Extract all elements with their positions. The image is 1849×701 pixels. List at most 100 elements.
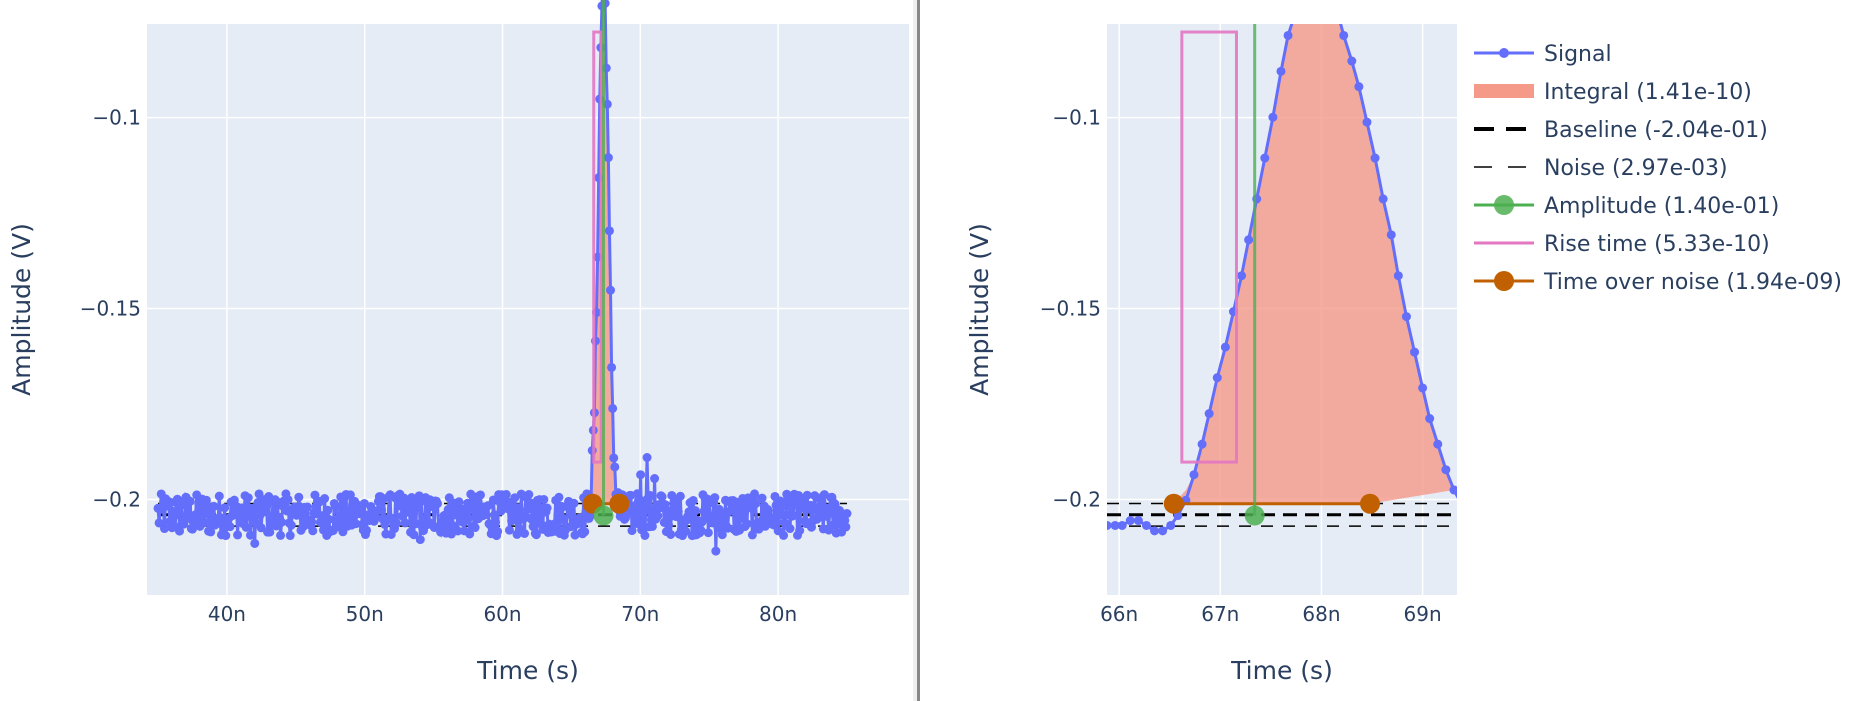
signal-point — [285, 531, 295, 541]
y-axis-title: Amplitude (V) — [965, 223, 994, 396]
risetime-box — [1180, 30, 1238, 464]
signal-point — [432, 499, 442, 509]
time-over-noise-marker — [609, 493, 630, 514]
signal-point — [664, 520, 674, 530]
legend-marker-signal — [1499, 48, 1509, 58]
signal-point — [1220, 342, 1230, 352]
signal-point — [666, 529, 676, 539]
legend-item-integral: Integral (1.41e-10) — [1474, 80, 1752, 105]
legend-label-amplitude: Amplitude (1.40e-01) — [1544, 194, 1779, 219]
signal-point — [750, 489, 760, 499]
x-tick-label: 67n — [1201, 602, 1239, 626]
signal-point — [1237, 271, 1247, 281]
legend-item-amplitude: Amplitude (1.40e-01) — [1474, 194, 1779, 219]
signal-point — [1362, 117, 1372, 127]
signal-point — [1117, 520, 1127, 530]
signal-point — [501, 490, 511, 500]
signal-point — [177, 500, 187, 510]
signal-point — [254, 489, 264, 499]
legend-marker-amplitude — [1494, 195, 1514, 215]
signal-point — [603, 153, 613, 163]
amplitude-base-marker — [1244, 505, 1265, 526]
amplitude-base-marker — [593, 505, 614, 526]
signal-point — [681, 526, 691, 536]
signal-point — [481, 510, 491, 520]
y-tick-label: −0.15 — [80, 297, 141, 321]
signal-point — [409, 530, 419, 540]
signal-point — [841, 522, 851, 532]
x-tick-label: 80n — [759, 602, 797, 626]
legend-item-ton: Time over noise (1.94e-09) — [1474, 270, 1842, 295]
legend-item-noise: Noise (2.97e-03) — [1474, 156, 1728, 181]
signal-point — [225, 522, 235, 532]
signal-point — [168, 506, 178, 516]
signal-point — [788, 511, 798, 521]
signal-point — [1268, 112, 1278, 122]
signal-point — [1418, 383, 1428, 393]
signal-point — [221, 531, 231, 541]
time-over-noise-marker — [1163, 493, 1184, 514]
signal-point — [243, 493, 253, 503]
signal-point — [199, 518, 209, 528]
signal-point — [504, 525, 514, 535]
signal-point — [362, 525, 372, 535]
signal-point — [711, 546, 721, 556]
x-tick-label: 50n — [346, 602, 384, 626]
signal-point — [175, 526, 185, 536]
signal-point — [233, 530, 243, 540]
legend-label-integral: Integral (1.41e-10) — [1544, 80, 1752, 105]
signal-point — [400, 518, 410, 528]
signal-point — [1158, 526, 1168, 536]
signal-point — [717, 530, 727, 540]
signal-point — [1133, 516, 1143, 526]
signal-point — [569, 498, 579, 508]
signal-point — [647, 521, 657, 531]
signal-point — [331, 501, 341, 511]
legend-item-risetime: Rise time (5.33e-10) — [1474, 232, 1770, 257]
signal-point — [640, 531, 650, 541]
signal-point — [294, 492, 304, 502]
signal-point — [779, 530, 789, 540]
signal-point — [245, 530, 255, 540]
signal-point — [747, 530, 757, 540]
signal-point — [1244, 235, 1254, 245]
signal-point — [1110, 520, 1120, 530]
signal-point — [742, 519, 752, 529]
signal-point — [550, 519, 560, 529]
integral-area — [1173, 24, 1454, 504]
signal-point — [710, 493, 720, 503]
signal-point — [1204, 409, 1214, 419]
signal-point — [1425, 414, 1435, 424]
signal-point — [554, 492, 564, 502]
signal-point — [345, 490, 355, 500]
signal-point — [470, 523, 480, 533]
x-axis-title: Time (s) — [476, 656, 579, 685]
x-tick-label: 40n — [208, 602, 246, 626]
x-tick-label: 68n — [1302, 602, 1340, 626]
legend-item-signal: Signal — [1474, 42, 1612, 67]
y-tick-label: −0.15 — [1040, 297, 1101, 321]
signal-point — [567, 511, 577, 521]
signal-point — [1441, 465, 1451, 475]
signal-point — [483, 501, 493, 511]
signal-point — [185, 496, 195, 506]
signal-point — [1386, 230, 1396, 240]
signal-point — [465, 529, 475, 539]
panel-separator — [917, 0, 920, 701]
signal-point — [657, 492, 667, 502]
signal-point — [780, 518, 790, 528]
legend-label-baseline: Baseline (-2.04e-01) — [1544, 118, 1768, 143]
signal-point — [610, 462, 620, 472]
signal-point — [323, 505, 333, 515]
signal-point — [324, 514, 334, 524]
signal-point — [785, 524, 795, 534]
signal-point — [154, 518, 164, 528]
signal-point — [443, 505, 453, 515]
signal-point — [250, 538, 260, 548]
signal-point — [1283, 30, 1293, 40]
signal-point — [520, 529, 530, 539]
y-tick-label: −0.1 — [92, 106, 141, 130]
signal-point — [558, 514, 568, 524]
legend-label-noise: Noise (2.97e-03) — [1544, 156, 1728, 181]
signal-point — [1150, 526, 1160, 536]
